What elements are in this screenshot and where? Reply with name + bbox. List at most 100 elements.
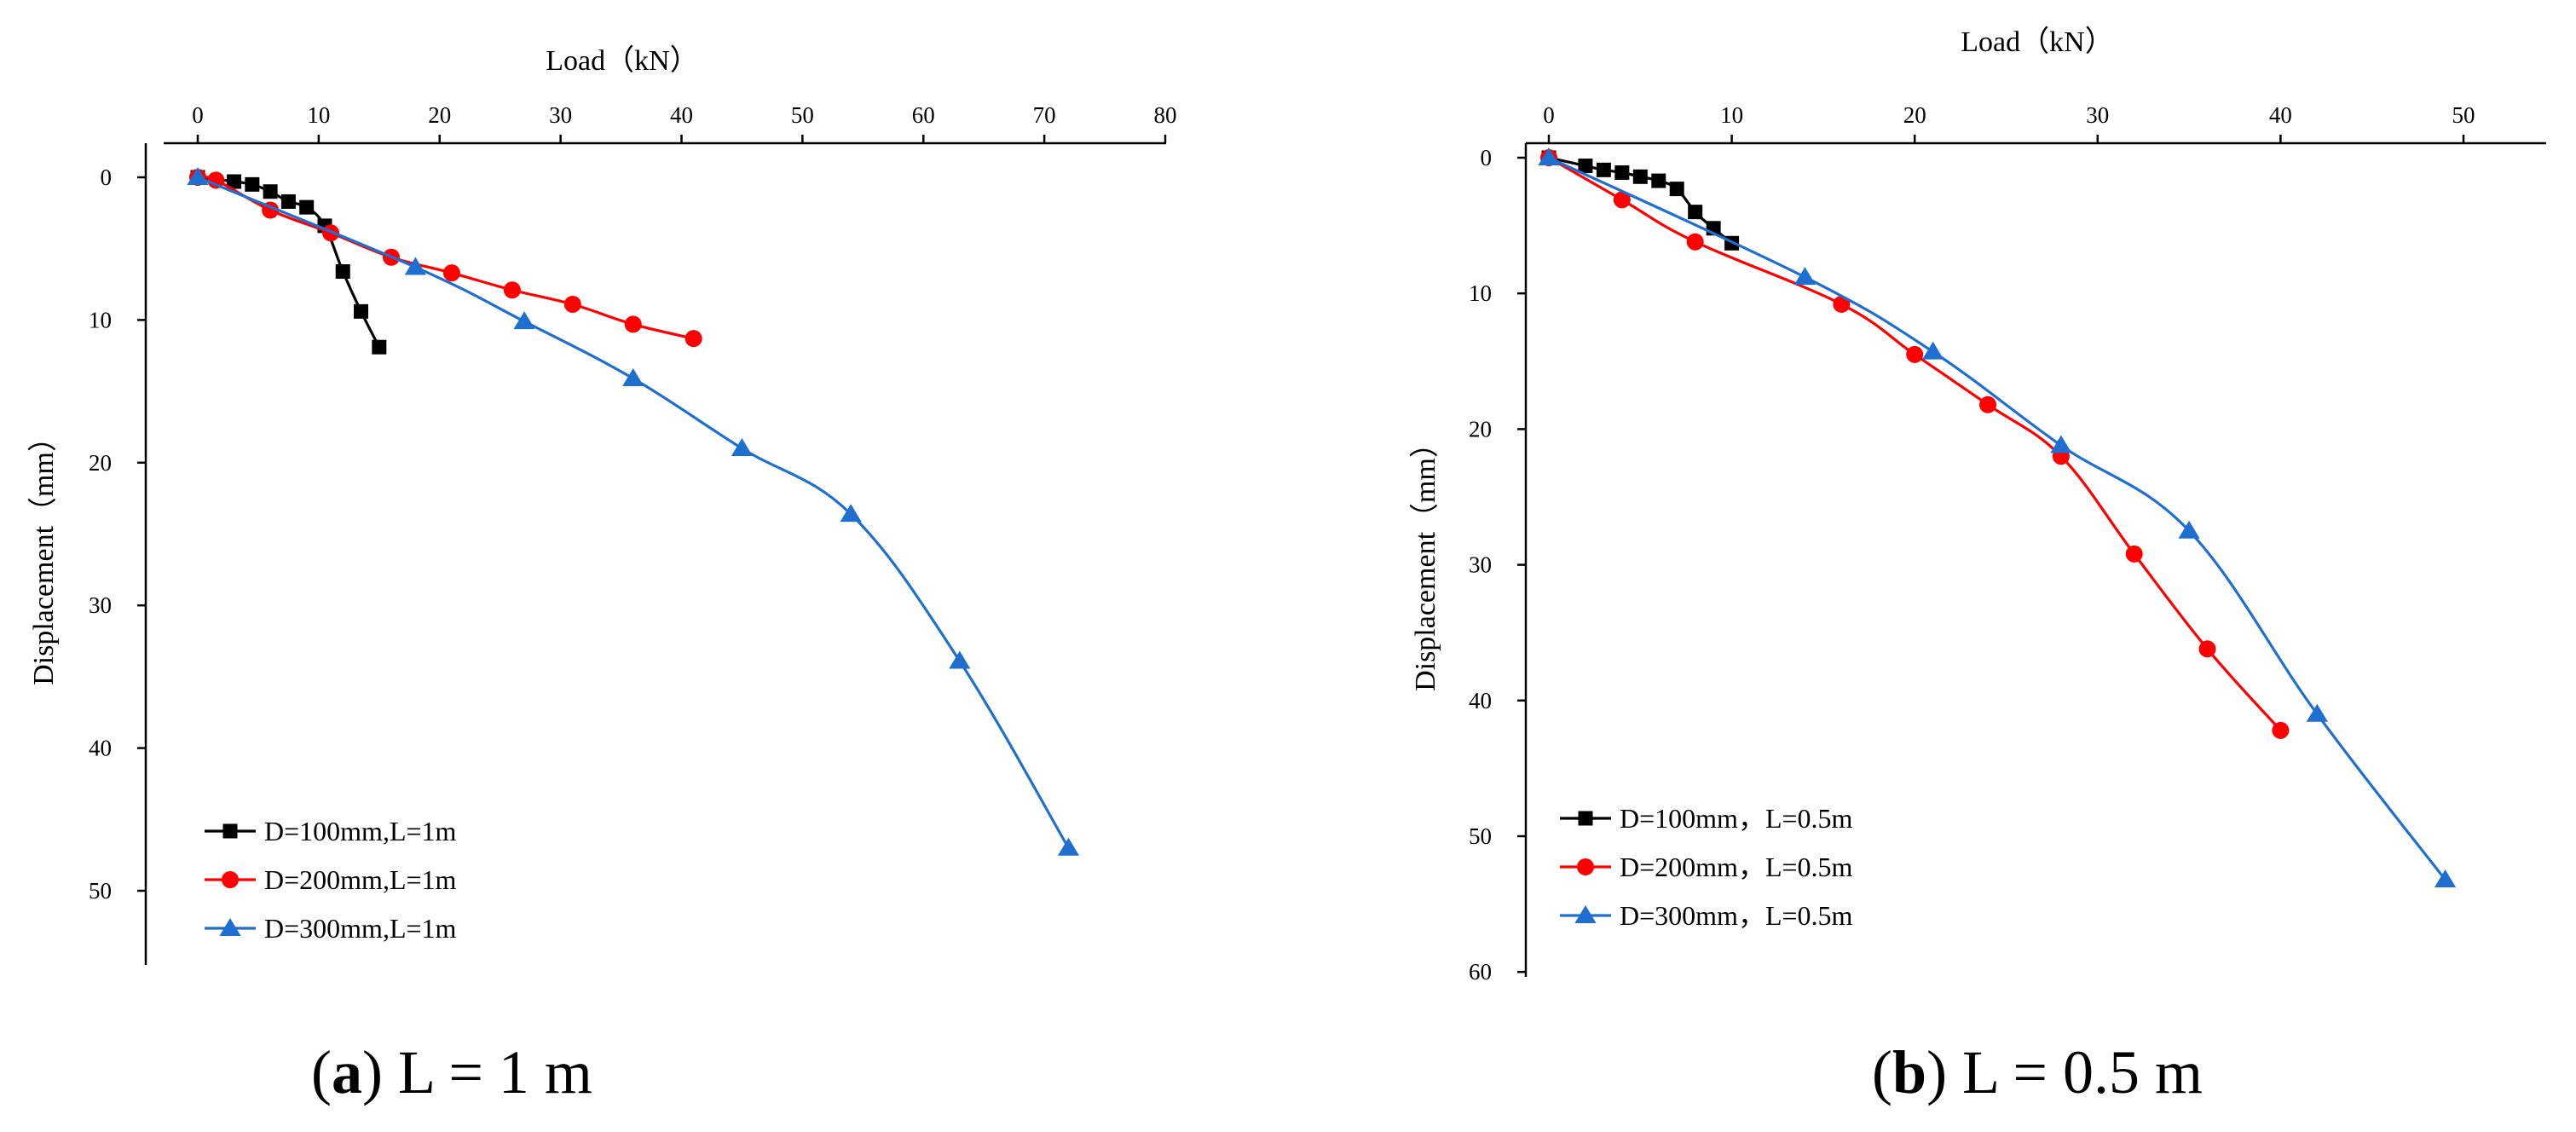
y-tick-label: 0 xyxy=(101,165,113,190)
y-tick-label: 20 xyxy=(89,450,112,476)
series-line xyxy=(1548,156,2446,881)
x-tick-label: 0 xyxy=(192,102,204,128)
data-point xyxy=(563,295,581,313)
x-tick-label: 20 xyxy=(428,102,451,128)
x-tick-label: 40 xyxy=(2269,102,2292,128)
caption-text: L = 0.5 m xyxy=(1947,1038,2203,1106)
legend-marker xyxy=(1577,858,1594,875)
data-point xyxy=(1922,341,1944,360)
x-tick-label: 30 xyxy=(549,102,572,128)
legend-label: D=100mm，L=0.5m xyxy=(1620,803,1853,834)
data-point xyxy=(1057,837,1080,856)
data-point xyxy=(1538,147,1560,165)
y-tick-label: 0 xyxy=(1481,145,1493,170)
legend-label: D=300mm，L=0.5m xyxy=(1620,900,1853,931)
data-point xyxy=(1688,205,1703,220)
y-axis-title: Displacement（mm） xyxy=(27,423,60,685)
data-point xyxy=(1979,396,1997,413)
legend: D=100mm，L=0.5m D=200mm，L=0.5m D=300mm，L=0.… xyxy=(1560,803,1853,931)
y-tick-label: 40 xyxy=(89,736,112,761)
x-tick-label: 60 xyxy=(912,102,935,128)
data-point xyxy=(2125,545,2143,563)
caption: (a) L = 1 m xyxy=(311,1038,592,1106)
series-line xyxy=(197,176,1070,849)
x-tick-label: 0 xyxy=(1543,102,1555,128)
y-tick-label: 50 xyxy=(1469,823,1492,849)
data-point xyxy=(622,368,644,387)
x-tick-label: 70 xyxy=(1033,102,1056,128)
y-tick-label: 30 xyxy=(89,592,112,618)
data-point xyxy=(1793,267,1816,286)
data-point xyxy=(1614,165,1630,181)
legend-marker xyxy=(222,871,239,888)
data-point xyxy=(1686,233,1704,251)
data-point xyxy=(1632,169,1648,184)
x-tick-label: 50 xyxy=(2452,102,2475,128)
y-tick-label: 50 xyxy=(89,878,112,904)
caption-paren-open: ( xyxy=(1872,1038,1892,1106)
caption-paren-close: ) xyxy=(1926,1038,1947,1106)
series-line xyxy=(197,176,381,348)
data-point xyxy=(354,303,369,319)
data-point xyxy=(2050,435,2072,453)
y-tick-label: 40 xyxy=(1469,688,1492,713)
y-tick-label: 10 xyxy=(89,307,112,332)
series-2 xyxy=(1538,147,2457,887)
data-point xyxy=(187,167,209,185)
data-point xyxy=(404,257,426,275)
legend-marker xyxy=(1574,905,1597,923)
series-2 xyxy=(187,167,1080,856)
x-tick-label: 10 xyxy=(1720,102,1743,128)
legend-marker xyxy=(222,823,238,839)
x-axis-title: Load（kN） xyxy=(546,44,698,77)
x-axis-title: Load（kN） xyxy=(1961,26,2113,58)
data-point xyxy=(513,311,535,330)
data-point xyxy=(335,263,350,279)
series-0 xyxy=(190,170,387,355)
data-point xyxy=(1596,162,1611,177)
data-point xyxy=(2198,640,2216,658)
data-point xyxy=(624,315,642,333)
data-point xyxy=(1833,295,1851,313)
x-tick-label: 10 xyxy=(307,102,330,128)
data-point xyxy=(1613,191,1631,209)
data-point xyxy=(1651,173,1666,188)
data-point xyxy=(684,330,702,348)
data-point xyxy=(280,193,296,209)
caption: (b) L = 0.5 m xyxy=(1872,1038,2203,1106)
data-point xyxy=(2306,703,2328,722)
data-point xyxy=(1669,182,1684,197)
chart-a: 0 10 20 30 40 50 60 70 80 0 10 20 30 40 50 Load（kN） Disp… xyxy=(27,44,1177,1106)
caption-letter: a xyxy=(332,1038,362,1106)
data-point xyxy=(1578,159,1593,174)
x-tick-label: 50 xyxy=(791,102,814,128)
x-tick-label: 30 xyxy=(2086,102,2109,128)
legend-label: D=200mm，L=0.5m xyxy=(1620,852,1853,882)
data-point xyxy=(442,264,460,282)
caption-text: L = 1 m xyxy=(383,1038,592,1106)
data-point xyxy=(840,504,862,523)
x-tick-label: 20 xyxy=(1903,102,1926,128)
y-tick-label: 60 xyxy=(1469,959,1492,985)
chart-b: 0 10 20 30 40 50 0 10 20 30 40 50 60 Load（kN） Displace… xyxy=(1409,26,2546,1106)
data-point xyxy=(1906,345,1924,363)
data-point xyxy=(2434,869,2457,887)
data-point xyxy=(245,176,260,192)
legend-label: D=100mm,L=1m xyxy=(264,816,457,846)
series-line xyxy=(1548,156,2282,731)
data-point xyxy=(227,174,242,189)
caption-letter: b xyxy=(1892,1038,1926,1106)
caption-paren-open: ( xyxy=(311,1038,332,1106)
caption-paren-close: ) xyxy=(362,1038,383,1106)
y-tick-label: 30 xyxy=(1469,552,1492,578)
legend: D=100mm,L=1m D=200mm,L=1m D=300mm,L=1m xyxy=(205,816,457,944)
x-tick-label: 80 xyxy=(1154,102,1177,128)
y-tick-label: 20 xyxy=(1469,416,1492,442)
data-point xyxy=(263,184,278,199)
x-tick-label: 40 xyxy=(670,102,693,128)
series-line xyxy=(1548,156,1733,245)
series-line xyxy=(197,175,695,340)
legend-label: D=200mm,L=1m xyxy=(264,864,457,895)
data-point xyxy=(299,199,315,215)
